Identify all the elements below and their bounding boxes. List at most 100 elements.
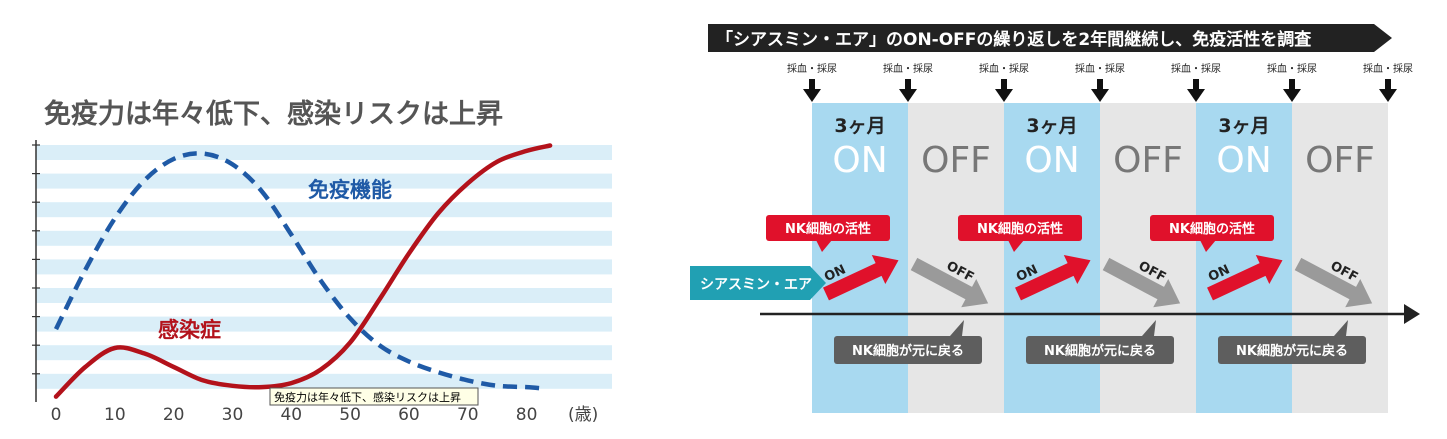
nk-return-text: NK細胞が元に戻る: [1044, 343, 1156, 359]
period-state-on: ON: [1216, 140, 1271, 181]
product-tag-text: シアスミン・エア: [700, 277, 812, 293]
product-tag: シアスミン・エア: [690, 266, 826, 300]
tooltip-box: [269, 387, 479, 406]
sampling-markers: 採血・採尿 採血・採尿 採血・採尿 採血・採尿 採血・採尿 採血・採尿 採血・採尿: [787, 62, 1413, 102]
banner-text: 「シアスミン・エア」のON-OFFの繰り返しを2年間継続し、免疫活性を調査: [716, 29, 1312, 50]
line-chart: 免疫力は年々低下、感染リスクは上昇 免疫機能 感染症 0 10 20 30 40 50 60…: [32, 98, 612, 425]
sampling-label: 採血・採尿: [787, 62, 837, 75]
x-tick-label: 30: [222, 405, 244, 425]
sampling-label: 採血・採尿: [1171, 62, 1221, 75]
x-tick-label: 60: [398, 405, 420, 425]
tooltip-text: 免疫力は年々低下、感染リスクは上昇: [274, 390, 461, 404]
off-arrow-shape: [910, 257, 989, 308]
on-arrow-shape: [1015, 254, 1091, 301]
grid-band: [36, 288, 612, 303]
sampling-arrow-head: [1283, 89, 1301, 102]
sampling-arrow-shaft: [1289, 79, 1295, 91]
period-state-on: ON: [832, 140, 887, 181]
on-arrow: ON: [1014, 254, 1091, 301]
nk-active-box: [958, 215, 1082, 241]
sampling-label: 採血・採尿: [1075, 62, 1125, 75]
grid-band: [36, 316, 612, 332]
period-state-on: ON: [1024, 140, 1079, 181]
y-axis-ticks: [32, 144, 40, 375]
period-state-off: OFF: [921, 140, 991, 181]
sampling-arrow-shaft: [1193, 79, 1199, 91]
grid-band: [36, 230, 612, 246]
on-arrow-shape: [1207, 254, 1283, 301]
banner-shape: [708, 24, 1392, 52]
tooltip: 免疫力は年々低下、感染リスクは上昇: [269, 387, 479, 406]
nk-return-text: NK細胞が元に戻る: [1236, 343, 1348, 359]
sampling-arrow-shaft: [1385, 79, 1391, 91]
period-duration: 3ヶ月: [1026, 115, 1077, 137]
sampling-arrow-head: [995, 89, 1013, 102]
nk-active-text: NK細胞の活性: [785, 221, 871, 237]
series-label-infection: 感染症: [158, 318, 221, 342]
x-tick-label: 20: [163, 405, 185, 425]
sampling-label: 採血・採尿: [1363, 62, 1413, 75]
nk-return-label: NK細胞が元に戻る: [834, 320, 982, 364]
on-arrow: ON: [822, 254, 899, 301]
nk-return-pointer: [950, 320, 964, 336]
x-axis-unit: (歳): [568, 405, 598, 425]
nk-active-label: NK細胞の活性: [958, 215, 1082, 252]
grid-band: [36, 145, 612, 160]
nk-return-text: NK細胞が元に戻る: [852, 343, 964, 359]
off-arrow-shape: [1294, 257, 1373, 308]
sampling-arrow-shaft: [1001, 79, 1007, 91]
nk-active-label: NK細胞の活性: [1150, 215, 1274, 252]
sampling-arrow-shaft: [905, 79, 911, 91]
sampling-arrow-head: [1187, 89, 1205, 102]
period-labels: 3ヶ月 ON OFF 3ヶ月 ON OFF 3ヶ月 ON OFF: [832, 115, 1375, 181]
grid-band: [36, 373, 612, 389]
nk-return-label: NK細胞が元に戻る: [1218, 320, 1366, 364]
sampling-arrow-head: [1091, 89, 1109, 102]
grid-band: [36, 259, 612, 275]
period-duration: 3ヶ月: [834, 115, 885, 137]
nk-return-pointer: [1334, 320, 1348, 336]
nk-active-text: NK細胞の活性: [1169, 221, 1255, 237]
product-tag-shape: [690, 266, 826, 300]
grid-band: [36, 202, 612, 218]
sampling-arrow-head: [803, 89, 821, 102]
grid-band: [36, 345, 612, 361]
x-tick-label: 50: [339, 405, 361, 425]
series-layer: [53, 143, 553, 399]
series-line-immune-function: [53, 151, 545, 391]
x-axis-ticks: 0 10 20 30 40 50 60 70 80: [51, 405, 538, 425]
nk-active-text: NK細胞の活性: [977, 221, 1063, 237]
x-tick-label: 40: [280, 405, 302, 425]
nk-active-pointer: [1200, 240, 1216, 252]
sampling-arrow-head: [1379, 89, 1397, 102]
chart-background-bands: [36, 145, 612, 389]
nk-return-box: [1026, 336, 1174, 364]
nk-return-pointer: [1142, 320, 1156, 336]
period-duration: 3ヶ月: [1218, 115, 1269, 137]
sampling-label: 採血・採尿: [979, 62, 1029, 75]
nk-active-box: [766, 215, 890, 241]
chart-title: 免疫力は年々低下、感染リスクは上昇: [44, 98, 503, 130]
x-tick-label: 10: [104, 405, 126, 425]
sampling-label: 採血・採尿: [1267, 62, 1317, 75]
nk-active-pointer: [1008, 240, 1024, 252]
series-line-infection: [53, 143, 553, 399]
nk-active-box: [1150, 215, 1274, 241]
sampling-arrow-head: [899, 89, 917, 102]
timeline-arrowhead: [1404, 304, 1420, 324]
nk-active-pointer: [816, 240, 832, 252]
series-label-immune: 免疫機能: [308, 178, 392, 202]
nk-return-box: [1218, 336, 1366, 364]
x-tick-label: 80: [516, 405, 538, 425]
banner: 「シアスミン・エア」のON-OFFの繰り返しを2年間継続し、免疫活性を調査: [708, 24, 1392, 52]
sampling-label: 採血・採尿: [883, 62, 933, 75]
on-arrow: ON: [1206, 254, 1283, 301]
sampling-arrow-shaft: [809, 79, 815, 91]
x-tick-label: 70: [457, 405, 479, 425]
period-state-off: OFF: [1113, 140, 1183, 181]
nk-active-label: NK細胞の活性: [766, 215, 890, 252]
sampling-arrow-shaft: [1097, 79, 1103, 91]
nk-return-box: [834, 336, 982, 364]
